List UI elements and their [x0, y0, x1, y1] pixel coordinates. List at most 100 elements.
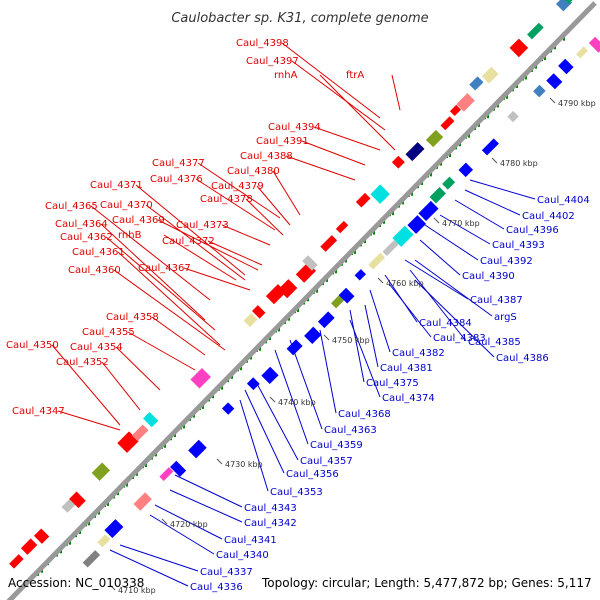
tick-dot — [430, 172, 432, 177]
tick-dot — [259, 346, 261, 351]
forward-leader-line — [272, 170, 301, 216]
forward-gene-label: rnhB — [118, 230, 142, 241]
tick-dot — [202, 404, 204, 409]
forward-gene-label: Caul_4358 — [106, 312, 159, 323]
gene-features — [9, 0, 600, 569]
forward-gene-label: Caul_4388 — [240, 151, 293, 162]
reverse-gene-label: Caul_4385 — [468, 337, 521, 348]
reverse-gene-label: Caul_4404 — [537, 195, 590, 206]
forward-leader-line — [127, 331, 196, 371]
forward-gene-label: Caul_4347 — [12, 406, 65, 417]
forward-gene — [527, 22, 544, 40]
tick-dot — [221, 385, 223, 390]
forward-leader-line — [197, 162, 281, 219]
topology-text: Topology: circular; Length: 5,477,872 bp… — [261, 576, 592, 590]
accession-text: Accession: NC_010338 — [8, 576, 144, 590]
reverse-gene — [429, 187, 446, 204]
forward-leader-line — [285, 155, 356, 181]
reverse-gene — [354, 269, 367, 281]
reverse-leader-line — [239, 399, 269, 492]
reverse-gene — [507, 110, 519, 123]
forward-gene-label: Caul_4378 — [200, 194, 253, 205]
forward-leader-line — [135, 184, 246, 276]
forward-gene-label: Caul_4367 — [138, 263, 191, 274]
reverse-gene — [546, 73, 563, 90]
reverse-gene-label: Caul_4363 — [324, 425, 377, 436]
tick-dot — [449, 152, 451, 157]
reverse-leader-line — [409, 269, 467, 342]
forward-leader-line — [163, 234, 237, 281]
forward-gene-label: Caul_4370 — [100, 200, 153, 211]
tick-label: 4780 kbp — [500, 159, 538, 168]
forward-gene — [391, 155, 405, 169]
forward-gene — [190, 367, 211, 389]
reverse-gene — [104, 519, 124, 539]
forward-gene — [33, 528, 50, 544]
tick-dot — [183, 424, 185, 429]
tick-label: 4760 kbp — [386, 279, 424, 288]
tick-dot — [335, 269, 337, 274]
reverse-gene-label: Caul_4342 — [244, 518, 297, 529]
forward-gene-label: ftrA — [346, 70, 364, 81]
forward-gene-label: Caul_4379 — [211, 181, 264, 192]
reverse-gene — [418, 200, 439, 222]
tick-mark — [216, 458, 223, 465]
forward-gene — [302, 255, 318, 271]
forward-gene — [278, 279, 298, 299]
tick-dot — [297, 308, 299, 313]
reverse-gene — [368, 252, 386, 270]
reverse-gene-label: Caul_4368 — [338, 409, 391, 420]
forward-gene-label: Caul_4369 — [112, 215, 165, 226]
backbone-ticks: 4710 kbp 4720 kbp 4730 kbp 4740 kbp 4750 kbp… — [109, 97, 596, 595]
forward-leader-line — [51, 344, 121, 426]
forward-gene — [555, 0, 573, 12]
tick-mark — [323, 334, 330, 341]
tick-label: 4730 kbp — [225, 460, 263, 469]
forward-gene-label: Caul_4350 — [6, 340, 59, 351]
forward-leader-line — [115, 346, 161, 391]
forward-leader-line — [117, 251, 221, 346]
tick-dot — [506, 94, 508, 99]
reverse-gene-label: Caul_4393 — [492, 240, 545, 251]
tick-mark — [269, 396, 276, 403]
forward-leader-line — [101, 361, 141, 411]
reverse-gene — [304, 326, 322, 345]
tick-mark — [549, 97, 556, 104]
tick-dot — [88, 521, 90, 526]
reverse-leader-line — [349, 319, 381, 398]
forward-gene-label: Caul_4364 — [55, 219, 108, 230]
forward-gene — [469, 76, 484, 91]
reverse-gene-label: Caul_4383 — [433, 333, 486, 344]
forward-leader-line — [313, 126, 381, 151]
tick-dot — [126, 482, 128, 487]
forward-gene — [481, 66, 499, 84]
reverse-gene-label: Caul_4336 — [190, 582, 243, 593]
reverse-gene-label: Caul_4359 — [310, 440, 363, 451]
reverse-leader-line — [109, 549, 189, 587]
tick-mark — [161, 518, 168, 525]
tick-label: 4740 kbp — [278, 398, 316, 407]
tick-mark — [433, 217, 440, 224]
reverse-leader-line — [149, 514, 215, 555]
reverse-leader-line — [369, 289, 391, 353]
forward-gene-label: Caul_4372 — [162, 236, 215, 247]
tick-dot — [69, 540, 71, 545]
reverse-gene-label: Caul_4340 — [216, 550, 269, 561]
reverse-gene — [442, 176, 456, 190]
reverse-gene-label: Caul_4341 — [224, 535, 277, 546]
tick-label: 4710 kbp — [118, 586, 156, 595]
reverse-leader-line — [414, 259, 493, 317]
forward-gene-label: Caul_4376 — [150, 174, 203, 185]
tick-dot — [354, 249, 356, 254]
reverse-gene — [188, 439, 207, 459]
tick-dot — [411, 191, 413, 196]
reverse-leader-line — [404, 259, 469, 300]
tick-dot — [278, 327, 280, 332]
reverse-leader-line — [254, 379, 299, 461]
forward-gene-label: Caul_4360 — [68, 265, 121, 276]
reverse-gene — [286, 339, 303, 356]
reverse-gene-label: Caul_4384 — [419, 318, 472, 329]
reverse-gene-label: argS — [494, 312, 517, 323]
forward-gene — [449, 104, 461, 116]
reverse-gene-label: Caul_4381 — [380, 363, 433, 374]
